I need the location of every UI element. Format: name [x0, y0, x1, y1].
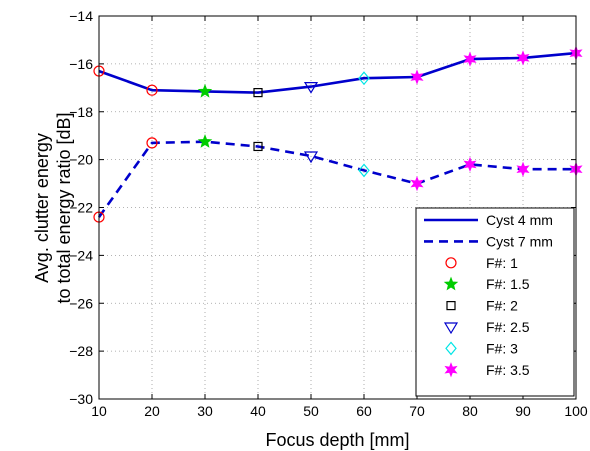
x-tick-label: 60: [356, 403, 372, 419]
data-point-marker: [253, 141, 263, 152]
data-point-marker: [463, 156, 477, 173]
legend-marker-sample: [446, 301, 456, 311]
y-tick-label: −26: [69, 295, 93, 311]
legend-label: F#: 1.5: [486, 276, 530, 292]
legend-box: [415, 207, 575, 397]
legend-label: F#: 2.5: [486, 319, 530, 335]
data-point-marker: [303, 82, 319, 94]
series-line-2: [97, 140, 576, 218]
x-tick-label: 10: [91, 403, 107, 419]
y-tick-label: −30: [69, 391, 93, 407]
x-tick-label: 30: [197, 403, 213, 419]
x-axis-label: Focus depth [mm]: [265, 430, 409, 450]
y-tick-label: −16: [69, 56, 93, 72]
data-point-marker: [410, 69, 424, 85]
y-axis-ticks: −30 −28 −26 −24 −22 −20 −18 −16 −14: [69, 8, 576, 407]
data-point-marker: [253, 87, 263, 98]
legend-label: F#: 1: [486, 255, 518, 271]
data-point-marker: [146, 84, 158, 96]
data-point-marker: [516, 50, 530, 66]
x-tick-label: 90: [515, 403, 531, 419]
series-lines: [97, 51, 577, 218]
legend-label: Cyst 7 mm: [486, 233, 553, 249]
legend-marker-sample: [444, 362, 458, 378]
legend-label: Cyst 4 mm: [486, 212, 553, 228]
data-point-marker: [197, 83, 213, 98]
x-tick-label: 40: [250, 403, 266, 419]
data-point-marker: [463, 51, 477, 67]
data-point-marker: [197, 134, 213, 148]
data-point-marker: [358, 163, 370, 178]
data-point-marker: [358, 71, 370, 86]
y-axis-label-line-2: to total energy ratio [dB]: [54, 112, 74, 303]
data-point-marker: [303, 151, 319, 164]
series-line-1: [98, 51, 577, 94]
data-point-marker: [410, 175, 424, 192]
data-point-marker: [146, 137, 158, 149]
legend-marker-sample: [443, 322, 459, 335]
x-tick-label: 80: [462, 403, 478, 419]
y-tick-label: −18: [69, 104, 93, 120]
x-tick-label: 100: [564, 403, 588, 419]
y-tick-label: −22: [69, 200, 93, 216]
y-tick-label: −24: [69, 247, 93, 263]
y-tick-label: −14: [69, 8, 93, 24]
legend-marker-sample: [445, 257, 457, 269]
legend-label: F#: 2: [486, 298, 518, 314]
x-tick-label: 20: [144, 403, 160, 419]
legend-marker-sample: [443, 276, 459, 291]
y-axis-label: Avg. clutter energy to total energy rati…: [32, 112, 74, 303]
data-point-marker: [516, 161, 530, 177]
x-tick-label: 50: [303, 403, 319, 419]
y-tick-label: −28: [69, 343, 93, 359]
x-axis-ticks: 10 20 30 40 50 60 70 80 90 100: [91, 16, 588, 419]
legend-marker-sample: [445, 341, 457, 356]
y-tick-label: −20: [69, 152, 93, 168]
x-tick-label: 70: [409, 403, 425, 419]
y-axis-label-line-1: Avg. clutter energy: [32, 133, 52, 283]
legend-label: F#: 3.5: [486, 362, 530, 378]
legend-label: F#: 3: [486, 340, 518, 356]
legend: Cyst 4 mm Cyst 7 mm F#: 1 F#: 1.5 F#: 2 F#: 2…: [415, 207, 575, 397]
